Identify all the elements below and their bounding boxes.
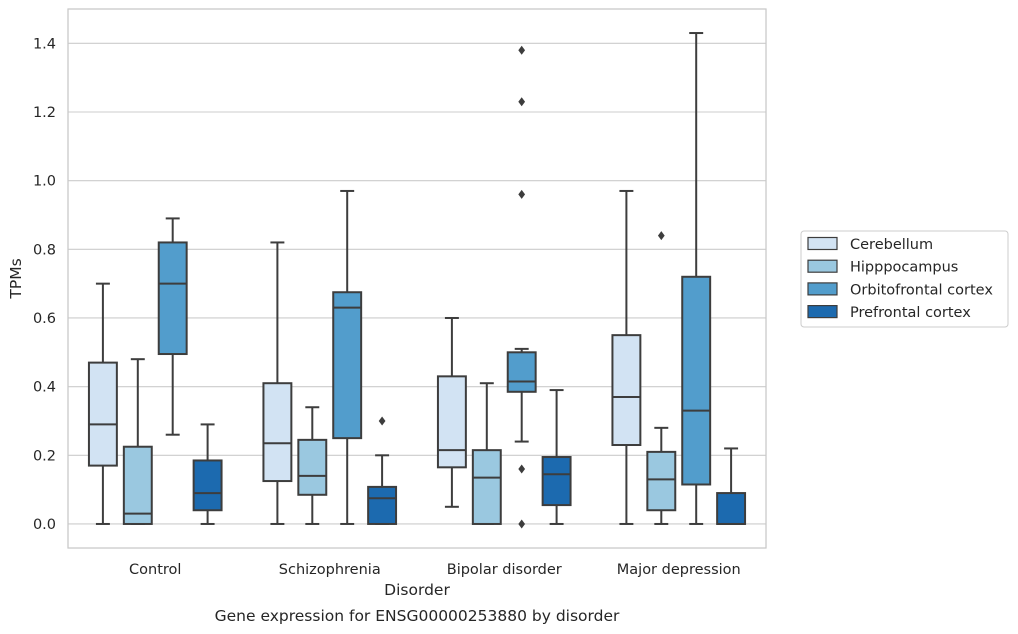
box-group <box>192 423 223 525</box>
box-body <box>262 382 293 483</box>
box-body <box>716 492 747 525</box>
y-tick-labels: 0.0 0.2 0.4 0.6 0.8 1.0 1.2 1.4 <box>33 36 56 533</box>
y-tick-label: 0.8 <box>33 242 56 258</box>
x-tick-label: Control <box>129 562 181 578</box>
outlier-point <box>518 519 526 529</box>
legend-swatch <box>807 236 838 251</box>
y-tick-label: 1.4 <box>33 36 56 52</box>
chart-title: Gene expression for ENSG00000253880 by d… <box>215 607 620 625</box>
legend-item: Hipppocampus <box>807 259 958 276</box>
box-body <box>646 450 677 512</box>
box-body <box>192 459 223 512</box>
box-group <box>541 389 572 525</box>
box-body <box>611 334 642 447</box>
outlier-point <box>657 231 665 241</box>
box-body <box>332 291 363 440</box>
box-group <box>122 358 153 525</box>
box-body <box>157 241 188 356</box>
box-group <box>506 45 537 529</box>
box-group <box>262 241 293 525</box>
x-tick-labels: Control Schizophrenia Bipolar disorder Majo… <box>129 562 741 578</box>
box-group <box>436 316 467 508</box>
box-body <box>367 485 398 525</box>
box-group <box>646 231 677 525</box>
outlier-point <box>518 464 526 474</box>
outlier-point <box>518 45 526 55</box>
box-group <box>471 382 502 525</box>
box-body <box>681 275 712 486</box>
legend-item: Cerebellum <box>807 236 933 253</box>
x-axis-label: Disorder <box>384 581 450 599</box>
plot-marks <box>87 32 747 529</box>
box-body <box>506 351 537 393</box>
box-body <box>436 375 467 469</box>
outlier-point <box>378 416 386 426</box>
x-tick-label: Major depression <box>617 562 741 578</box>
box-group <box>681 32 712 525</box>
y-axis-label: TPMs <box>7 258 25 299</box>
legend-label: Hipppocampus <box>850 260 958 276</box>
legend-swatch <box>807 305 838 319</box>
y-tick-label: 1.0 <box>33 174 56 190</box>
box-group <box>87 282 118 525</box>
box-group <box>157 217 188 436</box>
y-tick-label: 0.0 <box>33 517 56 533</box>
legend: Cerebellum Hipppocampus Orbitofrontal cort… <box>800 230 1009 328</box>
legend-label: Cerebellum <box>850 237 933 253</box>
box-group <box>367 416 398 525</box>
box-group <box>297 406 328 525</box>
y-tick-label: 0.4 <box>33 380 56 396</box>
outlier-point <box>518 189 526 199</box>
box-body <box>122 445 153 525</box>
y-tick-label: 0.2 <box>33 448 56 464</box>
y-tick-label: 1.2 <box>33 105 56 121</box>
legend-item: Orbitofrontal cortex <box>807 282 993 298</box>
box-body <box>541 456 572 507</box>
box-body <box>87 361 118 467</box>
plot-frame <box>67 8 767 549</box>
box-body <box>471 449 502 525</box>
box-body <box>297 438 328 496</box>
legend-swatch <box>807 259 838 273</box>
legend-item: Prefrontal cortex <box>807 305 971 321</box>
box-group <box>332 189 363 525</box>
x-tick-label: Bipolar disorder <box>447 562 562 578</box>
x-tick-label: Schizophrenia <box>279 562 381 578</box>
box-group <box>716 447 747 525</box>
legend-frame <box>800 230 1009 328</box>
y-tick-label: 0.6 <box>33 311 56 327</box>
legend-label: Orbitofrontal cortex <box>850 282 993 298</box>
outlier-point <box>518 97 526 107</box>
box-group <box>611 189 642 525</box>
legend-label: Prefrontal cortex <box>850 305 971 321</box>
legend-swatch <box>807 282 838 296</box>
